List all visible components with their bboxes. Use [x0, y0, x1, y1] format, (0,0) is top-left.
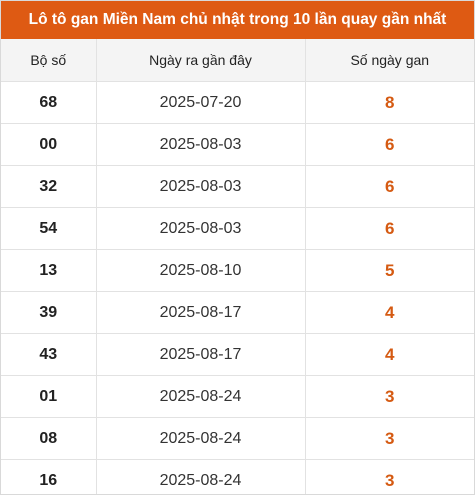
table-row: 16 2025-08-24 3	[1, 459, 474, 494]
cell-date: 2025-08-24	[95, 375, 305, 418]
cell-gan-days: 3	[304, 417, 474, 460]
table-header-row: Bộ số Ngày ra gần đây Số ngày gan	[1, 39, 474, 82]
cell-gan-days: 6	[304, 123, 474, 166]
cell-date: 2025-08-24	[95, 459, 305, 494]
cell-date: 2025-08-17	[95, 333, 305, 376]
cell-number: 13	[1, 249, 96, 292]
column-header-last-date: Ngày ra gần đây	[95, 39, 305, 82]
cell-number: 39	[1, 291, 96, 334]
cell-gan-days: 6	[304, 207, 474, 250]
column-header-number: Bộ số	[1, 39, 96, 82]
cell-number: 68	[1, 81, 96, 124]
table-row: 01 2025-08-24 3	[1, 375, 474, 418]
cell-gan-days: 3	[304, 375, 474, 418]
cell-gan-days: 4	[304, 291, 474, 334]
cell-gan-days: 4	[304, 333, 474, 376]
cell-number: 32	[1, 165, 96, 208]
table-row: 00 2025-08-03 6	[1, 123, 474, 166]
table-row: 54 2025-08-03 6	[1, 207, 474, 250]
table-row: 13 2025-08-10 5	[1, 249, 474, 292]
table-row: 08 2025-08-24 3	[1, 417, 474, 460]
column-header-gan-days: Số ngày gan	[304, 39, 474, 82]
panel-title: Lô tô gan Miền Nam chủ nhật trong 10 lần…	[1, 1, 474, 39]
cell-number: 08	[1, 417, 96, 460]
cell-number: 16	[1, 459, 96, 494]
cell-gan-days: 6	[304, 165, 474, 208]
cell-date: 2025-08-24	[95, 417, 305, 460]
cell-number: 54	[1, 207, 96, 250]
cell-date: 2025-08-03	[95, 123, 305, 166]
cell-number: 43	[1, 333, 96, 376]
cell-number: 01	[1, 375, 96, 418]
table-row: 43 2025-08-17 4	[1, 333, 474, 376]
lo-gan-table: Bộ số Ngày ra gần đây Số ngày gan 68 202…	[1, 39, 474, 494]
cell-date: 2025-08-03	[95, 207, 305, 250]
cell-gan-days: 3	[304, 459, 474, 494]
table-row: 68 2025-07-20 8	[1, 81, 474, 124]
cell-date: 2025-07-20	[95, 81, 305, 124]
table-row: 32 2025-08-03 6	[1, 165, 474, 208]
cell-date: 2025-08-03	[95, 165, 305, 208]
cell-date: 2025-08-10	[95, 249, 305, 292]
cell-date: 2025-08-17	[95, 291, 305, 334]
cell-gan-days: 8	[304, 81, 474, 124]
cell-number: 00	[1, 123, 96, 166]
table-row: 39 2025-08-17 4	[1, 291, 474, 334]
cell-gan-days: 5	[304, 249, 474, 292]
